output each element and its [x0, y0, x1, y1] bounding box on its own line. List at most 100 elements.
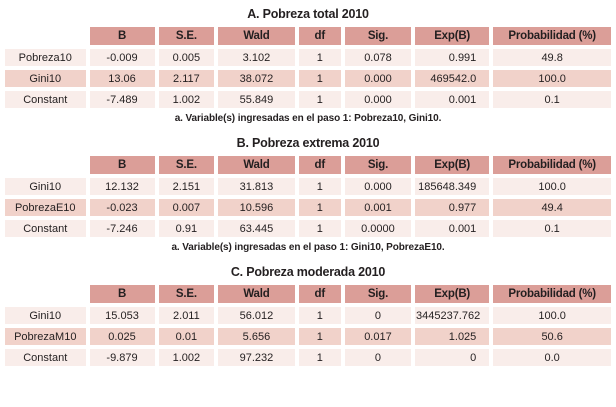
cell-wald: 31.813: [218, 178, 295, 195]
cell-b: 0.025: [89, 328, 155, 345]
table-row-pobreza10: Pobreza10 -0.009 0.005 3.102 1 0.078 0.9…: [5, 49, 611, 66]
cell-probabilidad: 50.6: [493, 328, 611, 345]
table-row-pobrezam10: PobrezaM10 0.025 0.01 5.656 1 0.017 1.02…: [5, 328, 611, 345]
cell-se: 0.005: [158, 49, 215, 66]
section-pobreza-total: A. Pobreza total 2010 B S.E. Wald df Sig…: [0, 7, 616, 124]
row-label: PobrezaM10: [5, 328, 86, 345]
table-c-header-row: B S.E. Wald df Sig. Exp(B) Probabilidad …: [5, 285, 611, 303]
column-header-se: S.E.: [158, 27, 215, 45]
table-row-constant: Constant -7.246 0.91 63.445 1 0.0000 0.0…: [5, 220, 611, 237]
cell-probabilidad: 49.8: [493, 49, 611, 66]
cell-sig: 0.000: [344, 178, 411, 195]
cell-b: 13.06: [89, 70, 155, 87]
cell-df: 1: [298, 220, 341, 237]
cell-se: 0.91: [158, 220, 215, 237]
cell-probabilidad: 100.0: [493, 307, 611, 324]
cell-df: 1: [298, 70, 341, 87]
column-header-df: df: [298, 27, 341, 45]
cell-wald: 56.012: [218, 307, 295, 324]
cell-expb: 1.025: [414, 328, 490, 345]
cell-expb: 0.001: [414, 91, 490, 108]
table-row-gini10: Gini10 13.06 2.117 38.072 1 0.000 469542…: [5, 70, 611, 87]
cell-sig: 0.001: [344, 199, 411, 216]
row-label: Pobreza10: [5, 49, 86, 66]
table-row-gini10: Gini10 15.053 2.011 56.012 1 0 3445237.7…: [5, 307, 611, 324]
cell-expb: 185648.349: [414, 178, 490, 195]
column-header-sig: Sig.: [344, 285, 411, 303]
cell-b: -7.489: [89, 91, 155, 108]
cell-b: -0.023: [89, 199, 155, 216]
corner-cell: [5, 285, 86, 303]
column-header-se: S.E.: [158, 285, 215, 303]
cell-sig: 0.017: [344, 328, 411, 345]
table-row-constant: Constant -9.879 1.002 97.232 1 0 0 0.0: [5, 349, 611, 366]
cell-probabilidad: 100.0: [493, 70, 611, 87]
cell-probabilidad: 49.4: [493, 199, 611, 216]
cell-se: 2.117: [158, 70, 215, 87]
cell-wald: 97.232: [218, 349, 295, 366]
cell-df: 1: [298, 199, 341, 216]
row-label: PobrezaE10: [5, 199, 86, 216]
column-header-expb: Exp(B): [414, 156, 490, 174]
table-a-footnote: a. Variable(s) ingresadas en el paso 1: …: [174, 113, 442, 124]
cell-expb: 0.001: [414, 220, 490, 237]
cell-df: 1: [298, 349, 341, 366]
column-header-df: df: [298, 156, 341, 174]
table-b-footnote: a. Variable(s) ingresadas en el paso 1: …: [171, 242, 445, 253]
cell-wald: 63.445: [218, 220, 295, 237]
table-row-gini10: Gini10 12.132 2.151 31.813 1 0.000 18564…: [5, 178, 611, 195]
table-b: B S.E. Wald df Sig. Exp(B) Probabilidad …: [1, 152, 615, 241]
section-pobreza-extrema: B. Pobreza extrema 2010 B S.E. Wald df S…: [0, 136, 616, 253]
cell-se: 2.151: [158, 178, 215, 195]
cell-expb: 0.991: [414, 49, 490, 66]
table-b-title: B. Pobreza extrema 2010: [236, 136, 380, 150]
cell-expb: 469542.0: [414, 70, 490, 87]
cell-df: 1: [298, 49, 341, 66]
cell-df: 1: [298, 91, 341, 108]
column-header-sig: Sig.: [344, 156, 411, 174]
cell-se: 1.002: [158, 91, 215, 108]
corner-cell: [5, 156, 86, 174]
column-header-wald: Wald: [218, 27, 295, 45]
cell-sig: 0.078: [344, 49, 411, 66]
column-header-b: B: [89, 27, 155, 45]
column-header-se: S.E.: [158, 156, 215, 174]
table-a: B S.E. Wald df Sig. Exp(B) Probabilidad …: [1, 23, 615, 112]
cell-probabilidad: 100.0: [493, 178, 611, 195]
cell-sig: 0: [344, 307, 411, 324]
cell-se: 0.007: [158, 199, 215, 216]
column-header-b: B: [89, 285, 155, 303]
row-label: Constant: [5, 220, 86, 237]
column-header-probabilidad: Probabilidad (%): [493, 156, 611, 174]
column-header-expb: Exp(B): [414, 27, 490, 45]
cell-wald: 38.072: [218, 70, 295, 87]
column-header-wald: Wald: [218, 156, 295, 174]
cell-b: -0.009: [89, 49, 155, 66]
row-label: Constant: [5, 349, 86, 366]
row-label: Gini10: [5, 307, 86, 324]
table-c: B S.E. Wald df Sig. Exp(B) Probabilidad …: [1, 281, 615, 370]
table-a-header-row: B S.E. Wald df Sig. Exp(B) Probabilidad …: [5, 27, 611, 45]
cell-expb: 0: [414, 349, 490, 366]
cell-df: 1: [298, 307, 341, 324]
cell-expb: 0.977: [414, 199, 490, 216]
cell-wald: 3.102: [218, 49, 295, 66]
column-header-sig: Sig.: [344, 27, 411, 45]
cell-sig: 0.000: [344, 70, 411, 87]
page: A. Pobreza total 2010 B S.E. Wald df Sig…: [0, 7, 616, 370]
column-header-wald: Wald: [218, 285, 295, 303]
section-pobreza-moderada: C. Pobreza moderada 2010 B S.E. Wald df …: [0, 265, 616, 370]
cell-df: 1: [298, 328, 341, 345]
table-c-title: C. Pobreza moderada 2010: [230, 265, 386, 279]
cell-probabilidad: 0.0: [493, 349, 611, 366]
cell-wald: 55.849: [218, 91, 295, 108]
row-label: Gini10: [5, 178, 86, 195]
cell-sig: 0.0000: [344, 220, 411, 237]
row-label: Gini10: [5, 70, 86, 87]
table-a-title: A. Pobreza total 2010: [247, 7, 369, 21]
corner-cell: [5, 27, 86, 45]
cell-probabilidad: 0.1: [493, 91, 611, 108]
cell-b: -7.246: [89, 220, 155, 237]
cell-se: 1.002: [158, 349, 215, 366]
column-header-probabilidad: Probabilidad (%): [493, 27, 611, 45]
